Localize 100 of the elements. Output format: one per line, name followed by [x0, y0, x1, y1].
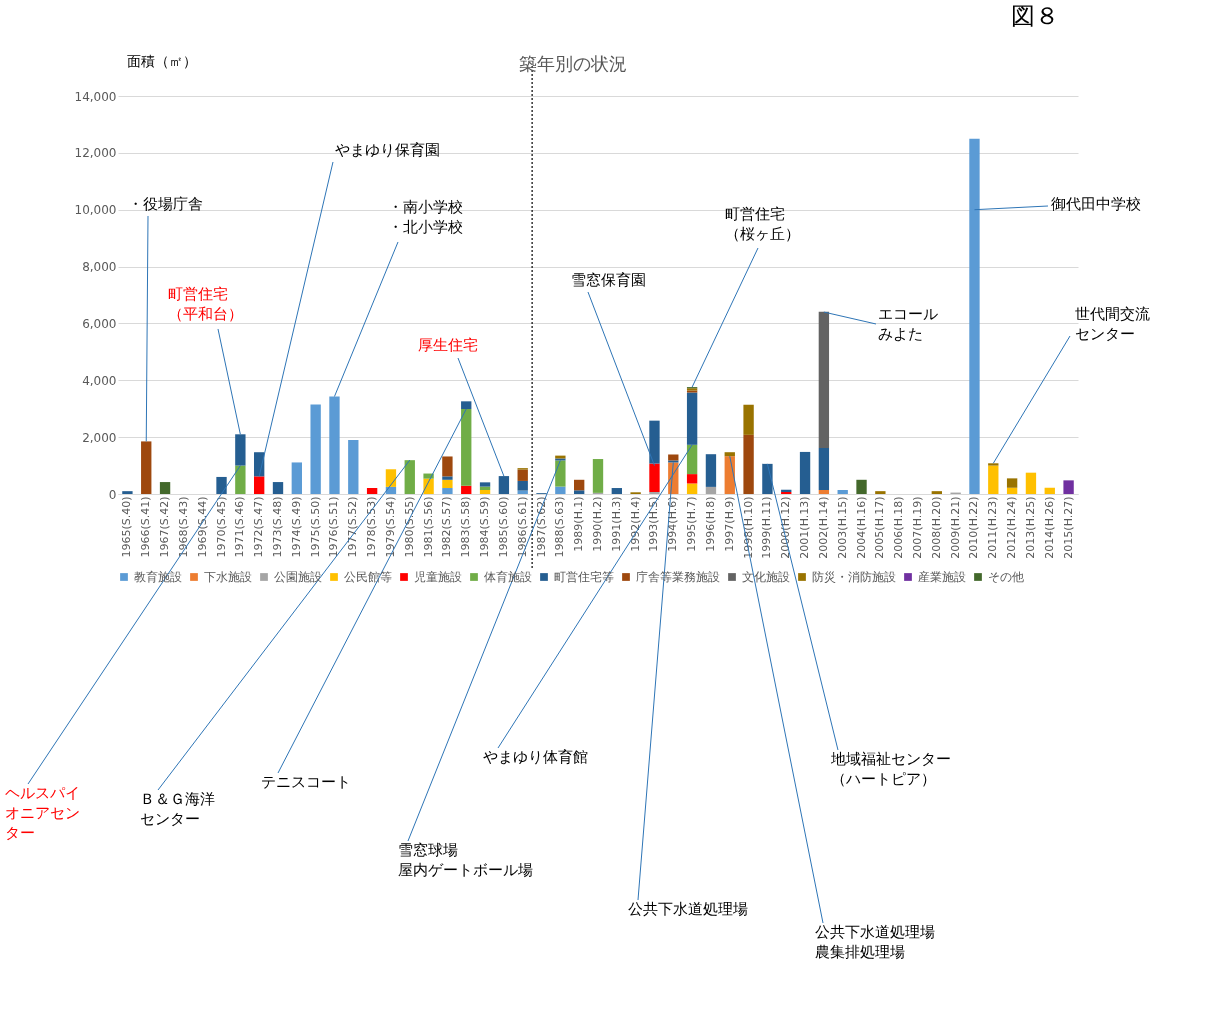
x-tick-label: 2009(H.21) [948, 496, 962, 559]
bar [875, 491, 886, 494]
bar [837, 490, 848, 494]
bar [461, 401, 472, 409]
x-tick-label: 1992(H.4) [628, 496, 642, 552]
y-tick-label: 10,000 [74, 203, 117, 218]
x-tick-label: 1972(S.47) [252, 496, 266, 558]
bar [818, 311, 830, 448]
bar [649, 420, 660, 464]
x-tick-label: 1969(S.44) [195, 496, 209, 558]
bar [1006, 478, 1018, 488]
y-tick-label: 0 [108, 487, 117, 502]
x-tick-label: 1995(H.7) [685, 496, 699, 552]
annotation: 町営住宅（桜ヶ丘） [725, 205, 800, 243]
bar [461, 485, 472, 494]
x-tick-label: 2013(H.25) [1023, 496, 1037, 559]
bar [479, 482, 491, 487]
x-tick-label: 1982(S.57) [440, 496, 454, 558]
bar [611, 488, 622, 494]
bar [931, 491, 942, 494]
bar [1006, 487, 1018, 494]
x-tick-label: 2005(H.17) [873, 496, 887, 559]
x-tick-label: 1981(S.56) [421, 496, 435, 558]
x-tick-label: 1966(S.41) [139, 496, 153, 558]
legend-label: その他 [988, 570, 1024, 584]
x-tick-label: 2012(H.24) [1005, 496, 1019, 559]
bar [988, 463, 999, 466]
annotation: やまゆり体育館 [483, 748, 588, 766]
x-tick-label: 2010(H.22) [967, 496, 981, 559]
x-tick-label: 1976(S.51) [327, 496, 341, 558]
bar [743, 404, 754, 435]
bar [1025, 472, 1037, 494]
legend-label: 文化施設 [742, 570, 790, 584]
annotation: 町営住宅（平和台） [168, 285, 243, 323]
bar [254, 476, 265, 494]
bar [686, 392, 698, 445]
bar [517, 480, 528, 491]
bar [555, 486, 566, 494]
x-tick-label: 2001(H.13) [798, 496, 812, 559]
bar [517, 469, 528, 481]
x-tick-label: 1979(S.54) [383, 496, 397, 558]
x-tick-label: 1975(S.50) [308, 496, 322, 558]
x-tick-label: 1987(S.62) [534, 496, 548, 558]
annotation: 公共下水道処理場 [628, 900, 748, 918]
bar [592, 459, 604, 493]
bar [366, 488, 378, 494]
legend-label: 公民館等 [344, 570, 392, 584]
bar [442, 456, 453, 477]
annotation: ・南小学校・北小学校 [388, 198, 463, 236]
annotation: 雪窓保育園 [571, 271, 646, 289]
x-tick-label: 1994(H.6) [666, 496, 680, 552]
x-tick-label: 2014(H.26) [1042, 496, 1056, 559]
bar [856, 479, 867, 494]
x-tick-label: 1985(S.60) [496, 496, 510, 558]
legend-label: 児童施設 [414, 570, 462, 584]
bar [555, 460, 566, 487]
bar [479, 490, 491, 494]
annotation: 地域福祉センター（ハートピア） [830, 750, 951, 788]
bar [498, 476, 510, 494]
x-tick-label: 1990(H.2) [591, 496, 604, 552]
bar [442, 479, 453, 489]
y-tick-label: 4,000 [82, 373, 117, 388]
x-tick-label: 1989(H.1) [572, 496, 586, 552]
legend-label: 下水施設 [204, 570, 252, 584]
x-tick-label: 1971(S.46) [233, 496, 247, 558]
x-tick-label: 1970(S.45) [214, 496, 228, 558]
y-axis-title: 面積（㎡） [126, 52, 197, 69]
y-tick-label: 6,000 [82, 316, 117, 331]
bar [442, 488, 453, 494]
annotation: 厚生住宅 [418, 336, 478, 354]
x-tick-label: 2002(H.14) [816, 496, 830, 559]
legend-label: 公園施設 [274, 570, 322, 584]
annotation: テニスコート [261, 773, 351, 791]
bar [272, 482, 284, 494]
annotation: Ｂ＆Ｇ海洋センター [140, 790, 215, 828]
x-tick-label: 1986(S.61) [515, 496, 529, 558]
annotation: 御代田中学校 [1051, 195, 1141, 213]
y-tick-label: 8,000 [82, 260, 117, 275]
x-tick-label: 1978(S.53) [365, 496, 379, 558]
bar [724, 452, 735, 457]
x-tick-label: 1980(S.55) [402, 496, 416, 558]
annotation: やまゆり保育園 [335, 141, 440, 159]
annotation: ・役場庁舎 [128, 195, 203, 213]
bar [574, 479, 585, 491]
bar [348, 439, 359, 494]
bar [216, 476, 227, 494]
bar [461, 409, 472, 486]
bar [310, 404, 321, 494]
bar [705, 486, 717, 494]
bar [385, 469, 397, 487]
x-tick-label: 1968(S.43) [176, 496, 190, 558]
bar [329, 396, 340, 494]
bar [668, 454, 679, 461]
x-tick-label: 2007(H.19) [911, 496, 924, 559]
bar [969, 138, 980, 494]
bar [235, 465, 246, 494]
x-tick-label: 1996(H.8) [703, 496, 717, 552]
bar [291, 462, 302, 494]
bar [141, 441, 152, 494]
x-tick-label: 1967(S.42) [158, 496, 172, 558]
